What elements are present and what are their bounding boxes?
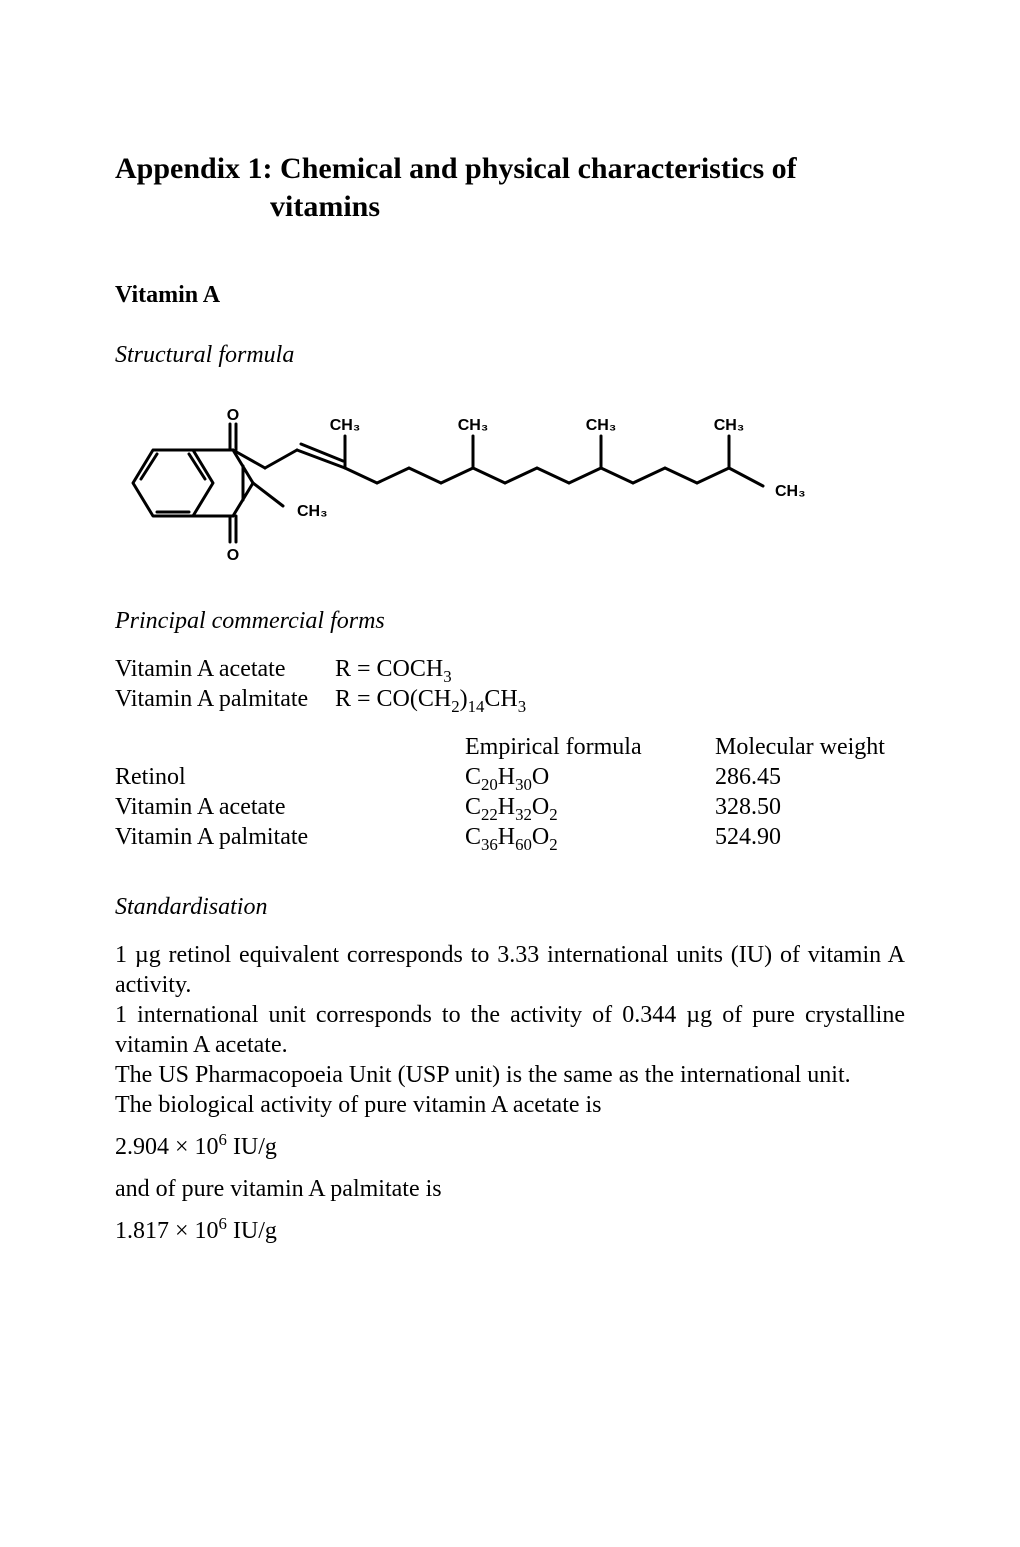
std-para: The US Pharmacopoeia Unit (USP unit) is … [115,1060,905,1090]
table-row: Vitamin A palmitate C36H60O2 524.90 [115,822,905,852]
chem-label-o-bot: O [227,547,239,564]
compound-formula: C36H60O2 [465,822,715,852]
form-name: Vitamin A acetate [115,654,335,684]
principal-forms-label: Principal commercial forms [115,606,905,636]
chem-label-ch3-ring: CH₃ [297,503,328,520]
table-row: Vitamin A palmitate R = CO(CH2)14CH3 [115,684,905,714]
chem-label-ch3-1: CH₃ [330,417,361,434]
vitamin-heading: Vitamin A [115,280,905,310]
chemical-structure-diagram: O O CH₃ CH₃ CH₃ CH₃ CH₃ CH₃ [115,388,885,578]
compound-mw: 286.45 [715,762,905,792]
chem-label-ch3-2: CH₃ [458,417,489,434]
chem-label-ch3-4: CH₃ [714,417,745,434]
form-r: R = COCH3 [335,654,905,684]
title-line1: Appendix 1: Chemical and physical charac… [115,152,797,185]
compound-mw: 524.90 [715,822,905,852]
compound-name: Vitamin A acetate [115,792,465,822]
standardisation-block: 1 µg retinol equivalent corresponds to 3… [115,940,905,1246]
compound-mw: 328.50 [715,792,905,822]
compound-formula: C22H32O2 [465,792,715,822]
activity-palmitate: 1.817 × 106 IU/g [115,1216,905,1246]
chem-label-ch3-3: CH₃ [586,417,617,434]
compound-name: Vitamin A palmitate [115,822,465,852]
col-header-mw: Molecular weight [715,732,905,762]
col-header-empirical: Empirical formula [465,732,715,762]
structural-formula-label: Structural formula [115,340,905,370]
std-mid: and of pure vitamin A palmitate is [115,1174,905,1204]
compound-name: Retinol [115,762,465,792]
form-r: R = CO(CH2)14CH3 [335,684,905,714]
form-name: Vitamin A palmitate [115,684,335,714]
activity-acetate: 2.904 × 106 IU/g [115,1132,905,1162]
std-para: 1 international unit corresponds to the … [115,1000,905,1060]
chem-label-o-top: O [227,407,239,424]
std-para: The biological activity of pure vitamin … [115,1090,905,1120]
standardisation-label: Standardisation [115,892,905,922]
table-row: Vitamin A acetate R = COCH3 [115,654,905,684]
compound-formula: C20H30O [465,762,715,792]
page-title: Appendix 1: Chemical and physical charac… [115,150,905,225]
chem-label-ch3-end: CH₃ [775,483,806,500]
forms-table: Vitamin A acetate R = COCH3 Vitamin A pa… [115,654,905,714]
table-row: Vitamin A acetate C22H32O2 328.50 [115,792,905,822]
table-row: Retinol C20H30O 286.45 [115,762,905,792]
std-para: 1 µg retinol equivalent corresponds to 3… [115,940,905,1000]
table-row: Empirical formula Molecular weight [115,732,905,762]
title-line2: vitamins [115,188,905,226]
empirical-table: Empirical formula Molecular weight Retin… [115,732,905,852]
